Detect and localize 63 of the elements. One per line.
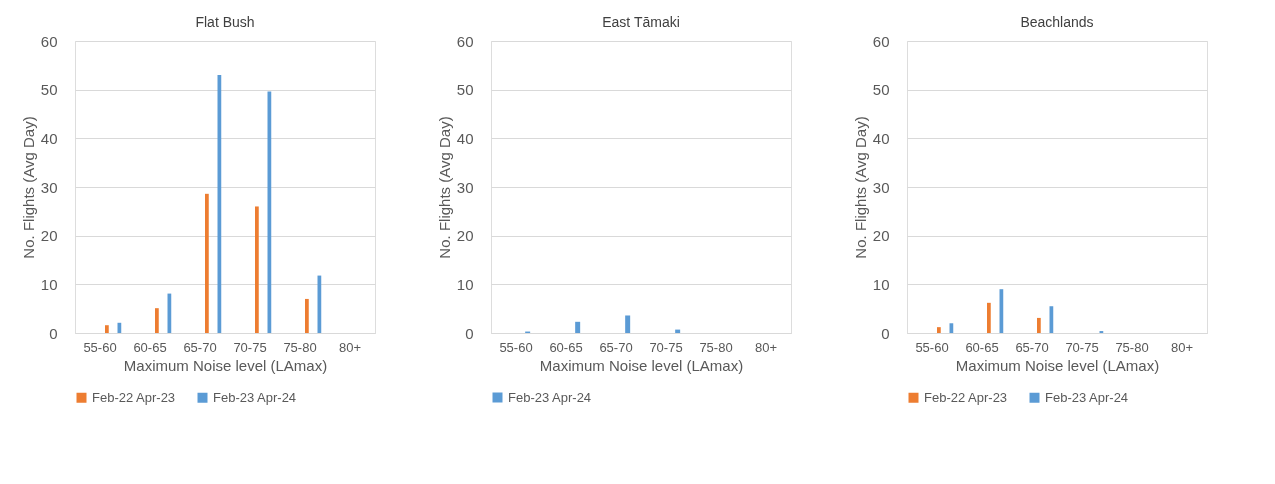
y-tick-label: 40 bbox=[872, 129, 890, 147]
y-tick-label: 20 bbox=[40, 227, 58, 245]
y-tick-label: 50 bbox=[872, 81, 890, 99]
x-axis-title: Maximum Noise level (LAmax) bbox=[539, 356, 744, 374]
y-tick-label: 0 bbox=[49, 324, 58, 342]
bar bbox=[105, 325, 109, 333]
x-axis-title: Maximum Noise level (LAmax) bbox=[123, 356, 328, 374]
x-tick-label: 55-60 bbox=[83, 339, 117, 355]
bar bbox=[205, 193, 209, 333]
y-tick-label: 0 bbox=[881, 324, 890, 342]
x-tick-label: 65-70 bbox=[183, 339, 217, 355]
bar bbox=[625, 315, 631, 333]
y-tick-label: 20 bbox=[456, 227, 474, 245]
y-tick-label: 40 bbox=[40, 129, 58, 147]
y-tick-label: 30 bbox=[872, 178, 890, 196]
legend-label: Feb-23 Apr-24 bbox=[1045, 389, 1129, 405]
x-tick-label: 75-80 bbox=[1115, 339, 1149, 355]
y-tick-label: 40 bbox=[456, 129, 474, 147]
bar bbox=[987, 302, 991, 333]
bar bbox=[255, 206, 259, 333]
x-axis-title: Maximum Noise level (LAmax) bbox=[955, 356, 1160, 374]
x-tick-label: 55-60 bbox=[915, 339, 949, 355]
y-tick-label: 30 bbox=[456, 178, 474, 196]
bar bbox=[575, 321, 581, 333]
x-tick-label: 75-80 bbox=[699, 339, 733, 355]
y-tick-label: 20 bbox=[872, 227, 890, 245]
chart-title: Beachlands bbox=[1020, 14, 1094, 30]
y-tick-label: 60 bbox=[40, 32, 58, 50]
y-tick-label: 0 bbox=[465, 324, 474, 342]
y-tick-label: 10 bbox=[872, 275, 890, 293]
y-tick-label: 50 bbox=[40, 81, 58, 99]
y-tick-label: 30 bbox=[40, 178, 58, 196]
legend-label: Feb-22 Apr-23 bbox=[92, 389, 176, 405]
bar bbox=[1037, 317, 1041, 333]
x-tick-label: 75-80 bbox=[283, 339, 317, 355]
x-tick-label: 60-65 bbox=[133, 339, 167, 355]
x-tick-label: 60-65 bbox=[549, 339, 583, 355]
x-tick-label: 80+ bbox=[1170, 339, 1194, 355]
legend-label: Feb-23 Apr-24 bbox=[508, 389, 592, 405]
x-tick-label: 60-65 bbox=[965, 339, 999, 355]
bar bbox=[155, 308, 159, 333]
bar bbox=[937, 327, 941, 333]
y-tick-label: 60 bbox=[872, 32, 890, 50]
y-tick-label: 50 bbox=[456, 81, 474, 99]
x-tick-label: 80+ bbox=[754, 339, 778, 355]
x-tick-label: 65-70 bbox=[599, 339, 633, 355]
chart-title: East Tāmaki bbox=[602, 14, 680, 30]
y-axis-title: No. Flights (Avg Day) bbox=[851, 116, 869, 259]
x-tick-label: 70-75 bbox=[1065, 339, 1099, 355]
chart-title: Flat Bush bbox=[195, 14, 255, 30]
x-tick-label: 80+ bbox=[338, 339, 362, 355]
legend-label: Feb-23 Apr-24 bbox=[213, 389, 297, 405]
x-tick-label: 70-75 bbox=[233, 339, 267, 355]
y-tick-label: 10 bbox=[456, 275, 474, 293]
y-axis-title: No. Flights (Avg Day) bbox=[435, 116, 453, 259]
legend-label: Feb-22 Apr-23 bbox=[924, 389, 1008, 405]
x-tick-label: 70-75 bbox=[649, 339, 683, 355]
x-tick-label: 55-60 bbox=[499, 339, 533, 355]
y-tick-label: 60 bbox=[456, 32, 474, 50]
y-tick-label: 10 bbox=[40, 275, 58, 293]
y-axis-title: No. Flights (Avg Day) bbox=[19, 116, 37, 259]
x-tick-label: 65-70 bbox=[1015, 339, 1049, 355]
bar bbox=[305, 298, 309, 333]
